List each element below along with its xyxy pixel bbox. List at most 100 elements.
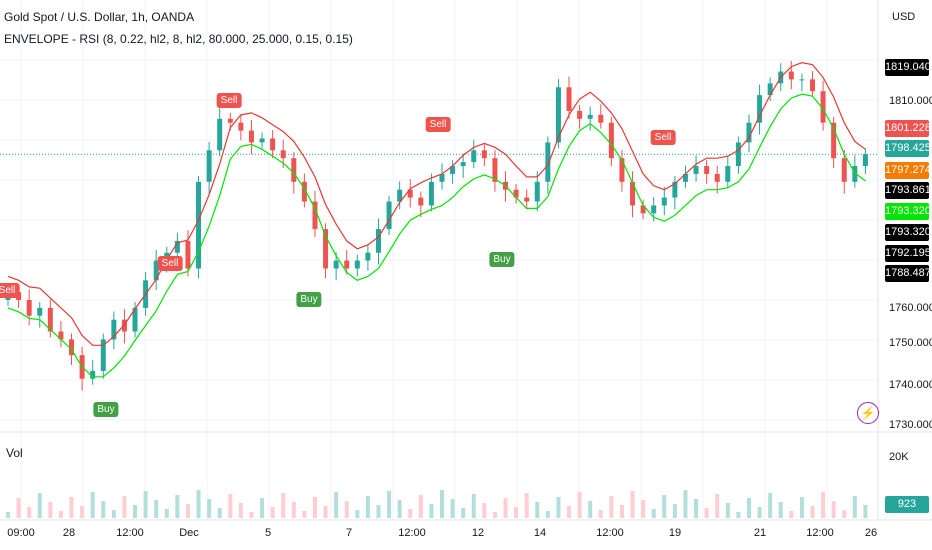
- volume-bar: [704, 508, 709, 518]
- volume-bar: [80, 506, 85, 518]
- volume-bar: [312, 497, 317, 518]
- time-tick: 09:00: [7, 527, 35, 539]
- time-tick: 12:00: [398, 527, 426, 539]
- candle-body: [428, 181, 434, 206]
- time-tick: 12: [471, 527, 485, 539]
- volume-bar: [694, 499, 699, 518]
- volume-bar: [757, 507, 762, 518]
- volume-bar: [852, 496, 857, 518]
- volume-bar: [810, 506, 815, 518]
- candle-body: [354, 260, 360, 269]
- candle-body: [693, 166, 699, 174]
- candle-body: [386, 201, 392, 230]
- candle-body: [111, 319, 117, 340]
- volume-bar: [471, 494, 476, 518]
- time-tick: 21: [753, 527, 767, 539]
- volume-bar: [122, 496, 127, 518]
- time-tick: 12:00: [116, 527, 144, 539]
- sell-signal: Sell: [216, 93, 242, 108]
- volume-bar: [588, 501, 593, 518]
- volume-bar: [133, 505, 138, 518]
- buy-signal: Buy: [296, 292, 322, 307]
- candle-body: [439, 173, 445, 182]
- candle-body: [248, 130, 254, 143]
- candle-body: [344, 260, 350, 269]
- candle-body: [206, 150, 212, 182]
- volume-bar: [365, 496, 370, 518]
- price-tag: 1792.195: [885, 245, 931, 262]
- volume-bar: [577, 492, 582, 518]
- candle-body: [397, 189, 403, 202]
- candle-body: [90, 370, 96, 379]
- candle-body: [185, 240, 191, 269]
- volume-bar: [736, 512, 741, 518]
- volume-bar: [789, 511, 794, 518]
- candle-body: [132, 307, 138, 332]
- volume-bar: [111, 510, 116, 518]
- volume-tick: 20K: [889, 451, 909, 463]
- volume-bar: [408, 509, 413, 518]
- candle-body: [365, 252, 371, 261]
- candle-body: [555, 87, 561, 143]
- volume-bar: [715, 494, 720, 518]
- candle-body: [577, 110, 583, 119]
- candle-body: [323, 229, 329, 269]
- volume-bar: [397, 500, 402, 518]
- volume-bar: [672, 504, 677, 518]
- volume-bar: [217, 508, 222, 518]
- volume-bar: [725, 503, 730, 518]
- candle-body: [333, 260, 339, 269]
- candle-body: [799, 79, 805, 81]
- candle-body: [704, 166, 710, 174]
- volume-bar: [630, 491, 635, 518]
- volume-bar: [662, 495, 667, 518]
- candle-body: [450, 166, 456, 174]
- price-tag: 1793.861: [885, 182, 931, 199]
- volume-bar: [355, 510, 360, 518]
- volume-bar: [281, 493, 286, 518]
- price-tick: 1760.000: [889, 302, 932, 314]
- candle-body: [746, 122, 752, 143]
- volume-bar: [260, 498, 265, 518]
- candle-body: [460, 162, 466, 167]
- time-tick: 28: [62, 527, 76, 539]
- volume-bar: [238, 503, 243, 518]
- price-tick: 1810.000: [889, 95, 932, 107]
- volume-bar: [101, 501, 106, 518]
- sell-signal: Sell: [650, 130, 676, 145]
- volume-bar: [492, 512, 497, 518]
- indicator-legend[interactable]: ENVELOPE - RSI (8, 0.22, hl2, 8, hl2, 80…: [4, 32, 353, 46]
- time-tick: 14: [533, 527, 547, 539]
- volume-bar: [545, 511, 550, 518]
- candle-body: [831, 122, 837, 159]
- volume-bar: [799, 497, 804, 518]
- candle-body: [513, 189, 519, 198]
- candle-body: [100, 339, 106, 371]
- volume-bar: [450, 499, 455, 518]
- lightning-icon[interactable]: ⚡: [857, 402, 879, 424]
- volume-bar: [440, 490, 444, 518]
- candle-body: [672, 181, 678, 198]
- volume-bar: [344, 501, 349, 518]
- volume-bar: [376, 505, 381, 518]
- symbol-title[interactable]: Gold Spot / U.S. Dollar, 1h, OANDA: [4, 10, 195, 24]
- price-tick: 1750.000: [889, 337, 932, 349]
- volume-label[interactable]: Vol: [6, 446, 23, 460]
- candle-body: [270, 138, 276, 151]
- candle-body: [566, 87, 572, 111]
- candle-body: [37, 307, 43, 316]
- lower-band-line: [7, 93, 866, 378]
- candle-body: [725, 166, 731, 182]
- candle-body: [598, 114, 604, 123]
- candle-body: [661, 197, 667, 206]
- candle-body: [757, 95, 763, 123]
- candle-body: [534, 181, 540, 202]
- volume-bar: [683, 490, 688, 518]
- volume-bar: [461, 508, 466, 518]
- volume-bar: [641, 500, 646, 518]
- candle-body: [407, 189, 413, 198]
- candle-body: [259, 138, 265, 143]
- candle-body: [47, 307, 53, 332]
